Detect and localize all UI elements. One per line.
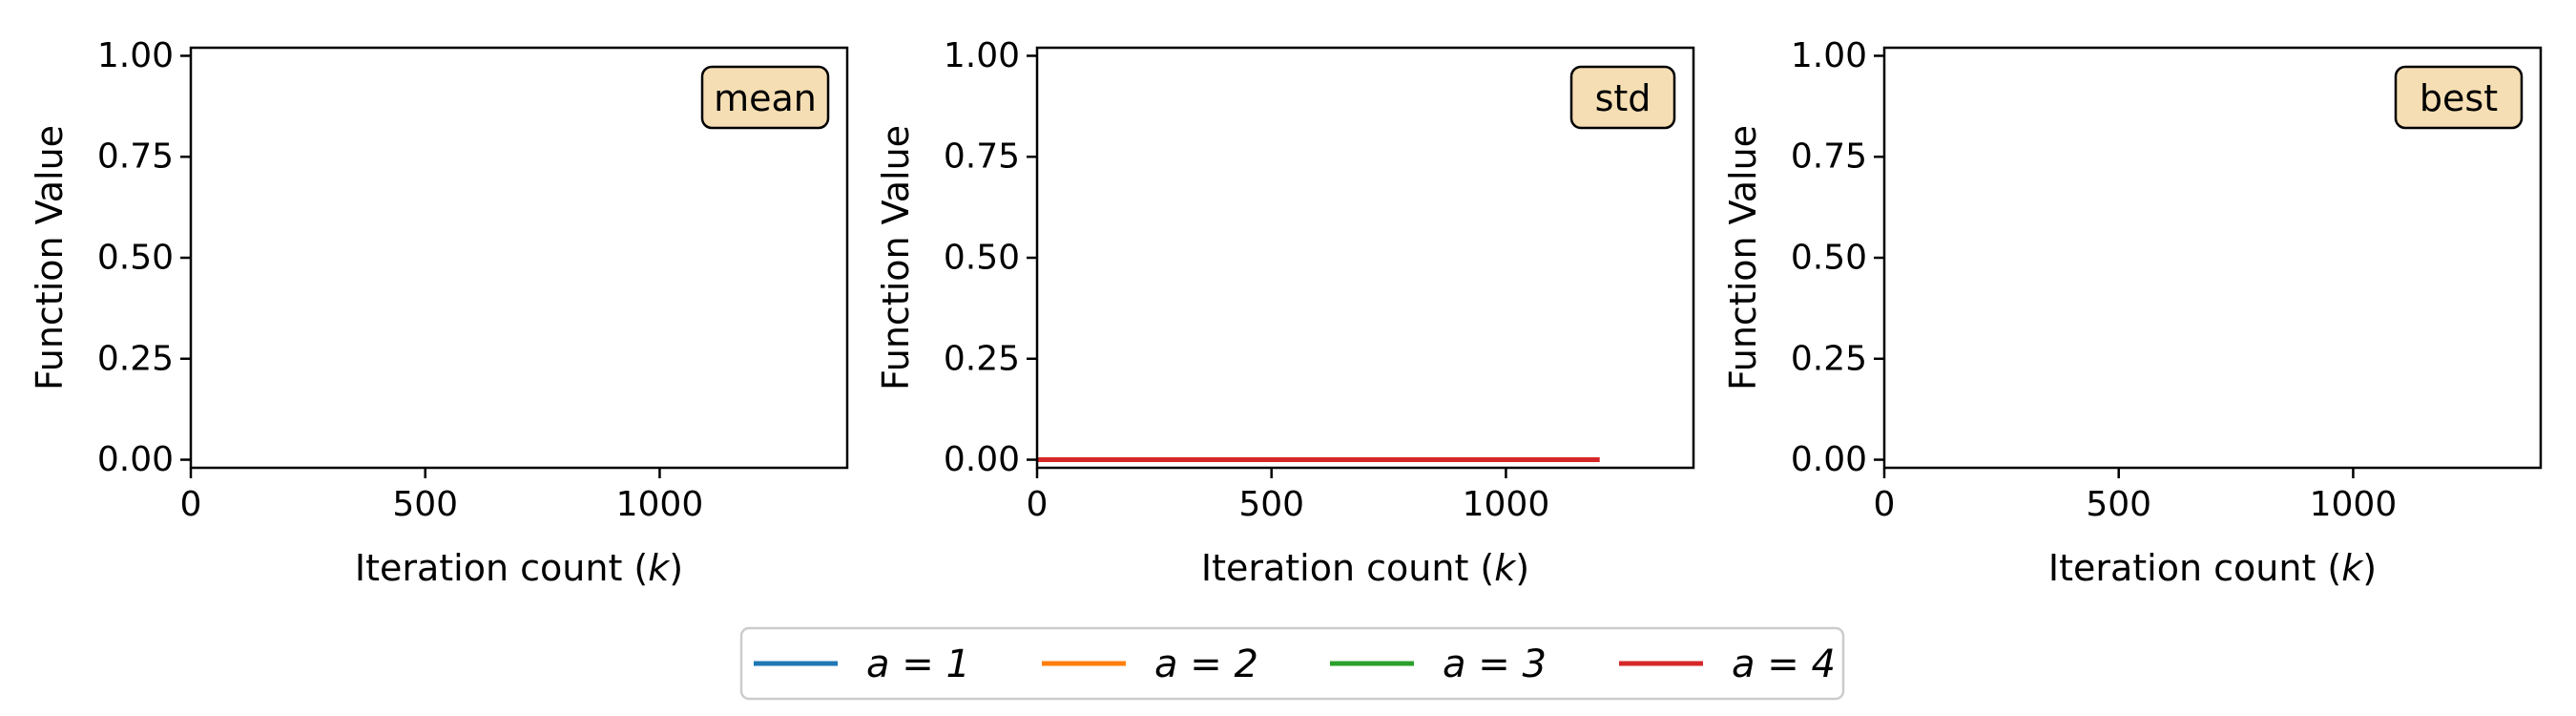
stat-badge	[700, 65, 830, 130]
y-tick-label: 0.00	[944, 440, 1020, 479]
y-tick-label: 1.00	[97, 36, 174, 75]
y-axis-label: Function Value	[1722, 125, 1764, 390]
y-tick-label: 0.75	[1791, 137, 1867, 177]
subplot-std: 0.00 0.25 0.50 0.75 1.00 0 500 1000 Iteration co…	[875, 36, 1695, 589]
y-tick-label: 0.50	[944, 239, 1020, 278]
x-tick-label: 1000	[2310, 485, 2398, 524]
y-tick-label: 1.00	[944, 36, 1020, 75]
y-tick-label: 0.00	[1791, 440, 1867, 479]
y-tick-label: 0.75	[944, 137, 1020, 177]
x-tick-label: 0	[1874, 485, 1896, 524]
y-tick-label: 1.00	[1791, 36, 1867, 75]
stat-badge	[2394, 65, 2524, 130]
stat-badge-label: std	[1595, 77, 1652, 119]
y-axis-label: Function Value	[875, 125, 917, 390]
legend-label: a = 2	[1154, 642, 1258, 686]
stat-badge	[1569, 65, 1676, 130]
legend-label: a = 1	[866, 642, 970, 686]
x-tick-label: 0	[1027, 485, 1049, 524]
x-axis-label: Iteration count (k)	[2048, 547, 2377, 589]
y-tick-label: 0.50	[1791, 239, 1867, 278]
legend-box	[739, 626, 1845, 701]
legend-label: a = 4	[1732, 642, 1836, 686]
y-tick-label: 0.00	[97, 440, 174, 479]
x-tick-label: 0	[180, 485, 202, 524]
y-tick-label: 0.25	[1791, 339, 1867, 378]
y-tick-label: 0.25	[97, 339, 174, 378]
subplot-mean: 0.00 0.25 0.50 0.75 1.00 0 500 1000 Iteration co…	[29, 36, 849, 589]
subplot-best: 0.00 0.25 0.50 0.75 1.00 0 500 1000 Iteration co…	[1722, 36, 2543, 589]
x-tick-label: 1000	[1463, 485, 1550, 524]
x-axis-label: Iteration count (k)	[355, 547, 683, 589]
stat-badge-label: best	[2420, 77, 2498, 119]
y-tick-label: 0.75	[97, 137, 174, 177]
legend: a = 1 a = 2 a = 3 a = 4	[739, 626, 1845, 701]
stat-badge-label: mean	[714, 77, 817, 119]
x-tick-label: 500	[2086, 485, 2151, 524]
y-tick-label: 0.25	[944, 339, 1020, 378]
x-tick-label: 1000	[616, 485, 704, 524]
legend-label: a = 3	[1443, 642, 1547, 686]
y-axis-label: Function Value	[29, 125, 71, 390]
x-tick-label: 500	[1238, 485, 1304, 524]
x-tick-label: 500	[392, 485, 458, 524]
y-tick-label: 0.50	[97, 239, 174, 278]
x-axis-label: Iteration count (k)	[1201, 547, 1529, 589]
